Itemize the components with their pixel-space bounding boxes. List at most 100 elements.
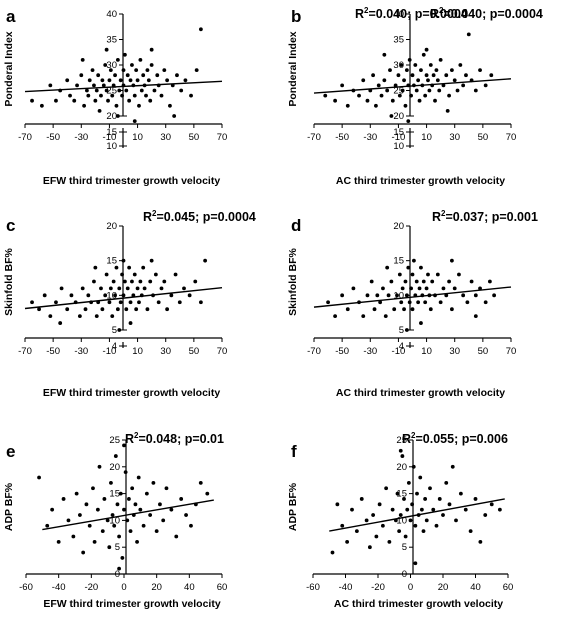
data-point [108, 286, 113, 291]
data-point [104, 47, 109, 52]
data-point [406, 119, 411, 123]
data-point [124, 307, 129, 312]
data-point [374, 103, 378, 108]
data-point [37, 307, 41, 312]
trend-line [313, 286, 512, 308]
x-tick-label: -40 [339, 582, 353, 593]
data-point [361, 78, 366, 83]
panel-letter: e [6, 442, 15, 461]
panel-letter: a [6, 7, 16, 26]
y-tick-label: 15 [106, 256, 117, 267]
data-point [117, 88, 122, 93]
data-point [435, 78, 440, 83]
data-point [120, 93, 124, 98]
data-point [441, 286, 446, 291]
data-point [138, 279, 143, 284]
data-point [421, 279, 426, 284]
data-point [430, 83, 435, 88]
data-point [497, 507, 502, 512]
data-point [397, 93, 402, 98]
data-point [483, 513, 488, 517]
data-point [335, 502, 340, 507]
data-point [354, 529, 359, 534]
data-point [92, 279, 96, 284]
data-point [103, 293, 108, 298]
data-point [110, 314, 115, 319]
data-point [151, 293, 155, 298]
data-point [165, 78, 170, 83]
y-tick-label: 25 [393, 86, 404, 97]
data-point [107, 78, 112, 83]
data-point [132, 119, 137, 123]
data-point [433, 98, 437, 103]
data-point [423, 300, 428, 305]
data-point [99, 286, 103, 291]
data-point [464, 73, 468, 78]
data-point [114, 265, 119, 270]
data-point [42, 293, 47, 298]
data-point [125, 518, 130, 523]
data-point [169, 293, 174, 298]
data-point [113, 73, 117, 78]
data-point [435, 272, 440, 277]
x-tick-label: -10 [103, 132, 117, 143]
x-tick-label: 10 [132, 346, 143, 357]
data-point [345, 307, 350, 312]
data-point [368, 88, 373, 93]
data-point [156, 83, 161, 88]
data-point [122, 443, 126, 448]
x-tick-label: 40 [184, 582, 195, 593]
x-tick-label: -10 [392, 346, 406, 357]
data-point [402, 78, 406, 83]
data-point [198, 27, 203, 32]
data-point [153, 272, 158, 277]
y-tick-label: 35 [106, 35, 117, 46]
data-point [104, 88, 109, 93]
data-point [387, 539, 392, 544]
x-tick-label: -60 [19, 582, 33, 593]
data-point [365, 98, 370, 103]
data-point [411, 464, 416, 469]
data-point [92, 83, 96, 88]
data-point [421, 529, 426, 534]
data-point [357, 93, 361, 98]
data-point [205, 491, 210, 496]
data-point [441, 513, 445, 517]
data-point [457, 272, 461, 277]
data-point [93, 265, 98, 270]
x-tick-label: 30 [449, 346, 460, 357]
panel-c: c R2=0.045; p=0.0004 -70 -50 -30 -10 10 30 50 70 2… [3, 209, 256, 399]
r2-values: =0.045; p=0.0004 [156, 210, 255, 224]
x-tick-label: 70 [506, 346, 517, 357]
data-point [58, 321, 63, 325]
data-point [487, 279, 492, 284]
x-tick-label: 50 [478, 346, 489, 357]
data-point [410, 307, 415, 312]
data-point [85, 88, 89, 93]
y-tick-label: 0 [115, 569, 120, 580]
data-point [65, 78, 70, 83]
data-point [179, 497, 184, 501]
data-point [365, 293, 370, 298]
x-tick-label: -10 [392, 132, 406, 143]
r2-values: =0.048; p=0.01 [138, 432, 224, 446]
data-point [54, 98, 58, 103]
data-point [458, 63, 463, 67]
x-tick-label: 50 [189, 346, 200, 357]
data-point [87, 523, 92, 528]
data-point [148, 98, 153, 103]
data-point [404, 68, 409, 72]
data-point [468, 529, 473, 534]
x-tick-label: -30 [363, 346, 377, 357]
data-point [30, 300, 34, 305]
x-tick-label: 70 [506, 132, 517, 143]
data-point [77, 314, 82, 319]
data-point [106, 98, 110, 103]
trend-line [24, 287, 223, 310]
data-point [75, 83, 79, 88]
y-tick-label: 5 [402, 542, 407, 553]
data-point [409, 286, 413, 291]
data-point [384, 486, 389, 491]
data-point [110, 513, 115, 517]
data-point [89, 300, 94, 305]
